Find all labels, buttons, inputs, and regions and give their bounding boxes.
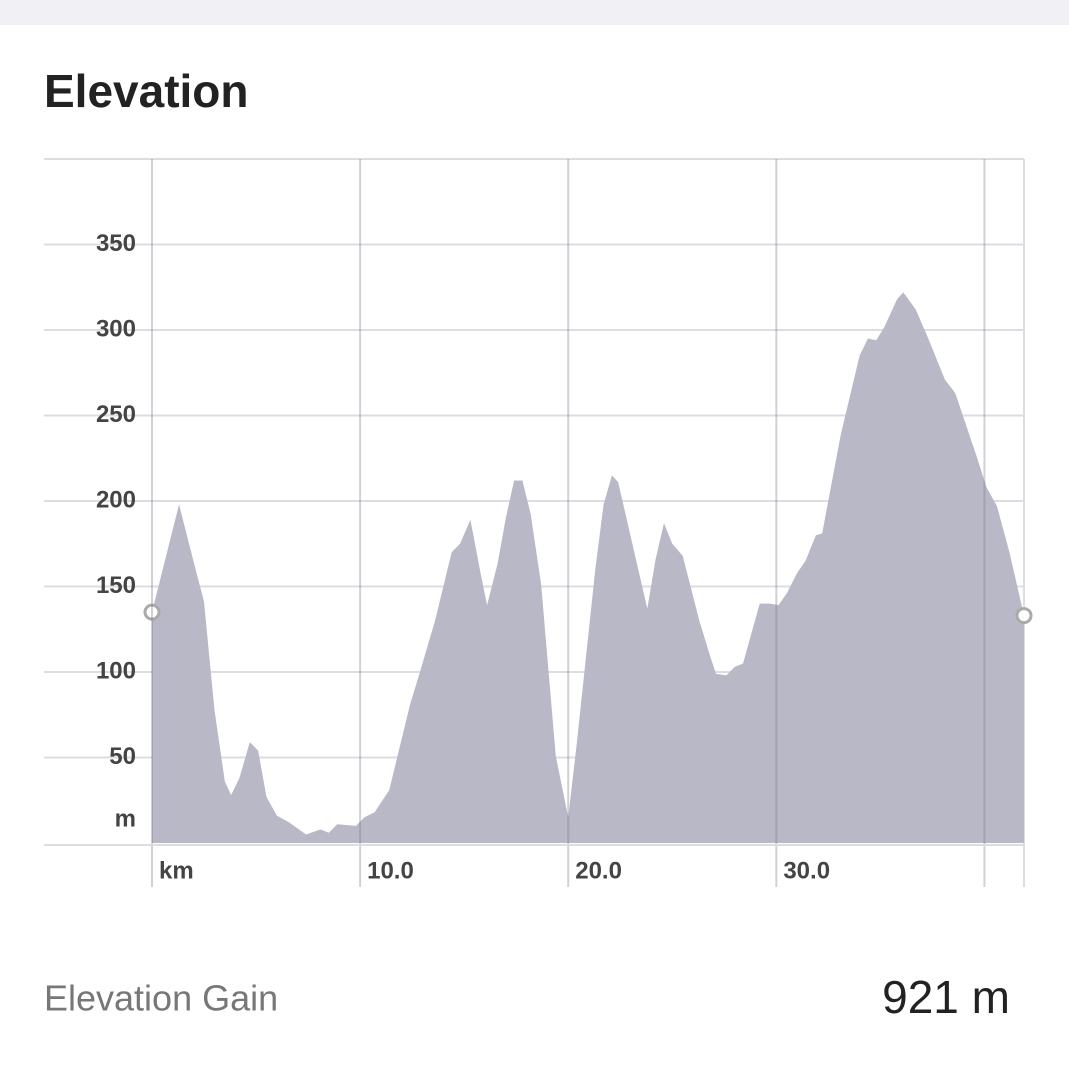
y-axis-label: m xyxy=(115,805,136,832)
stat-value: 921 m xyxy=(882,971,1010,1023)
y-tick-label: 350 xyxy=(96,230,136,257)
y-tick-label: 150 xyxy=(96,572,136,599)
endpoint-marker xyxy=(1015,607,1033,625)
x-tick-label: 20.0 xyxy=(575,857,622,884)
x-tick-label: km xyxy=(159,857,194,884)
x-tick-label: 30.0 xyxy=(783,857,830,884)
x-tick-label: 10.0 xyxy=(367,857,414,884)
y-tick-label: 50 xyxy=(109,743,136,770)
y-tick-label: 100 xyxy=(96,657,136,684)
y-tick-label: 250 xyxy=(96,401,136,428)
plot: km 10.0 20.0 30.0 50 100 150 200 250 300 350 m xyxy=(44,158,1033,887)
stat-label: Elevation Gain xyxy=(44,978,278,1019)
y-tick-label: 200 xyxy=(96,486,136,513)
elevation-area xyxy=(152,292,1024,843)
chart-title: Elevation xyxy=(44,65,249,117)
top-bar xyxy=(0,0,1069,25)
endpoint-marker xyxy=(143,603,161,621)
y-tick-label: 300 xyxy=(96,315,136,342)
